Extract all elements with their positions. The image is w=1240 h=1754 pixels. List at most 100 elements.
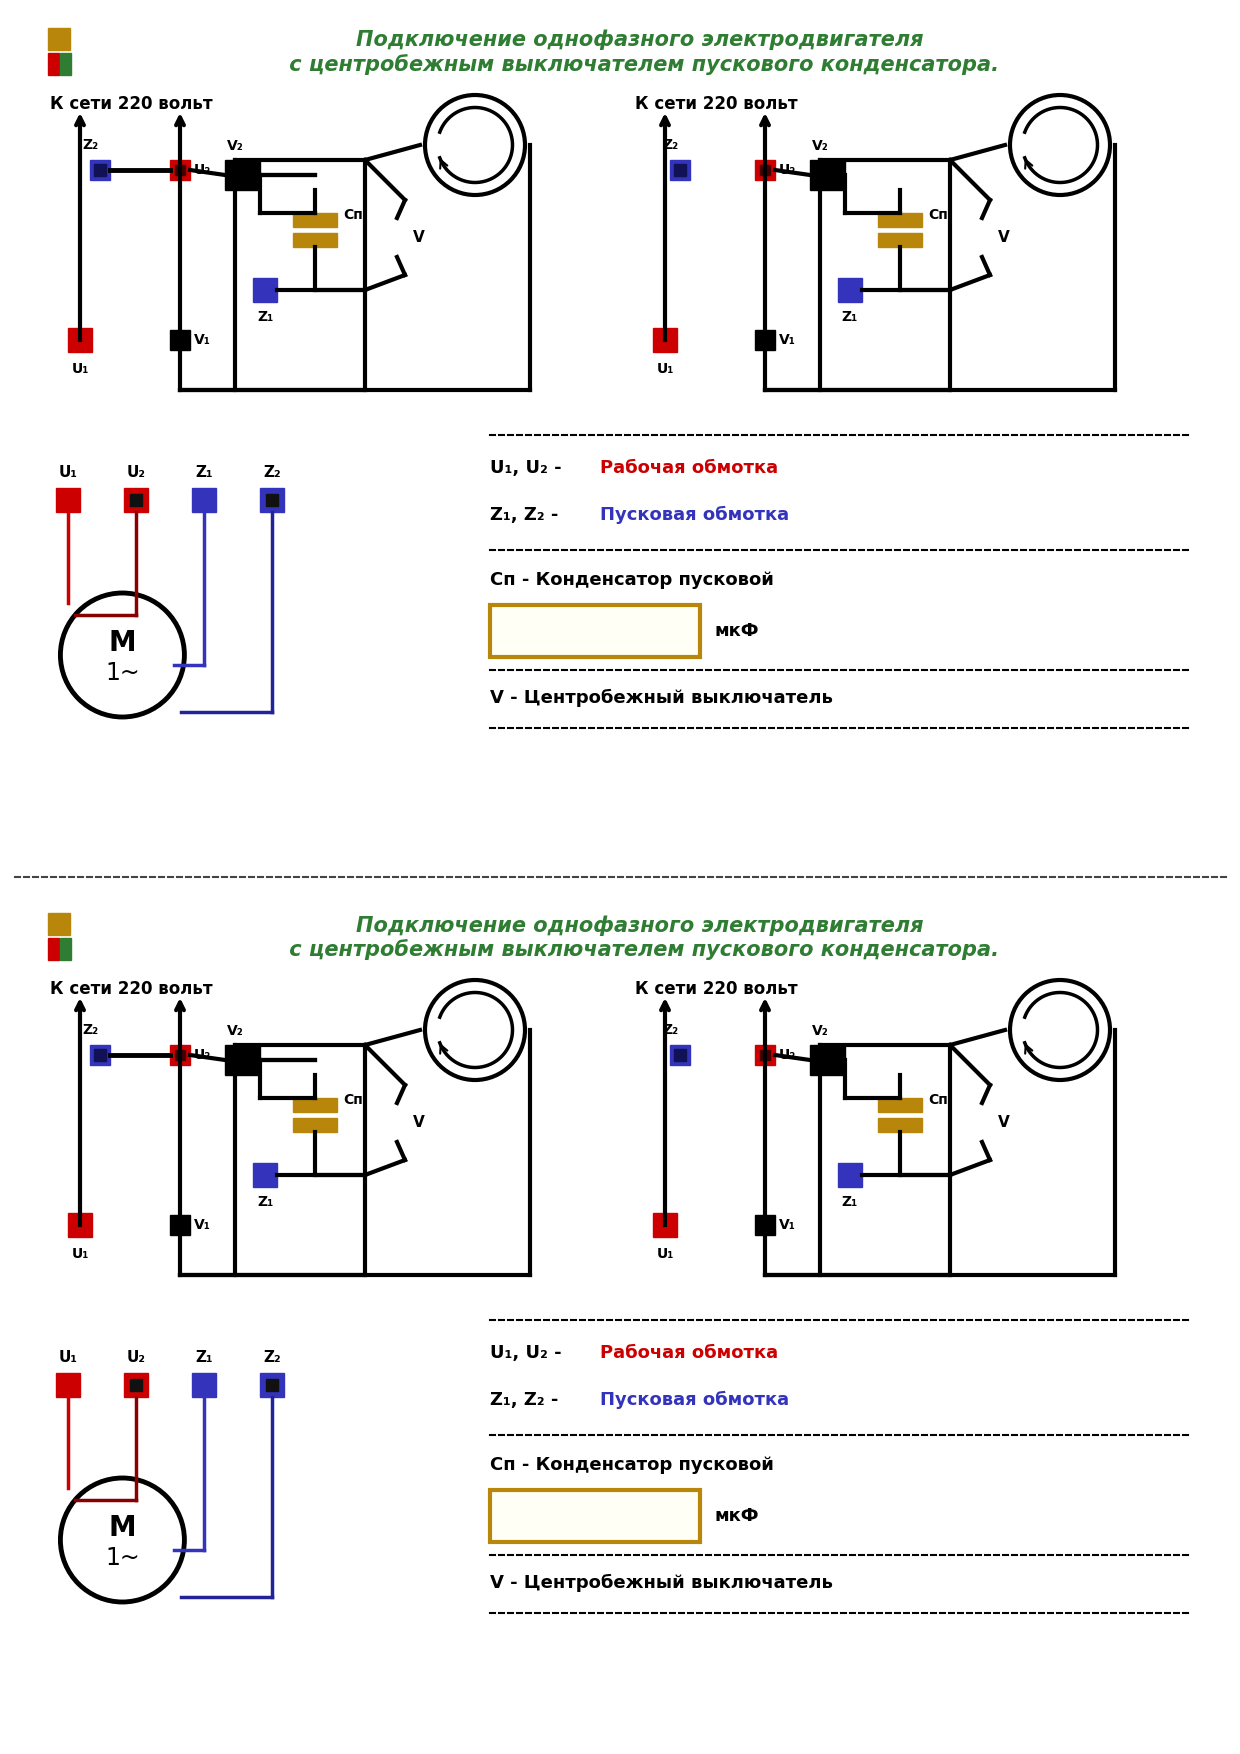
Bar	[56, 1373, 81, 1396]
Bar	[810, 1045, 844, 1075]
Bar	[48, 914, 69, 935]
Bar	[670, 160, 689, 181]
Bar	[48, 938, 60, 959]
Text: V₂: V₂	[227, 139, 244, 153]
Text: V₂: V₂	[227, 1024, 244, 1038]
Text: V: V	[998, 1116, 1009, 1130]
Text: U₁, U₂ -: U₁, U₂ -	[490, 460, 568, 477]
Bar	[653, 328, 677, 353]
Text: Z₁: Z₁	[195, 1351, 213, 1365]
Text: К сети 220 вольт: К сети 220 вольт	[635, 980, 797, 998]
Text: V₁: V₁	[193, 333, 211, 347]
Bar	[130, 495, 143, 505]
Bar	[175, 1051, 185, 1059]
Bar	[293, 1117, 337, 1131]
Bar	[124, 1373, 148, 1396]
Text: U₁: U₁	[656, 1247, 673, 1261]
Text: U₂: U₂	[193, 163, 211, 177]
Text: Z₁: Z₁	[257, 1194, 273, 1209]
Text: Сп - Конденсатор пусковой: Сп - Конденсатор пусковой	[490, 1456, 774, 1473]
Text: Z₁, Z₂ -: Z₁, Z₂ -	[490, 1391, 564, 1408]
Bar	[293, 212, 337, 226]
Text: К сети 220 вольт: К сети 220 вольт	[635, 95, 797, 112]
Bar	[760, 1051, 770, 1059]
Text: U₁: U₁	[656, 361, 673, 375]
Text: Z₂: Z₂	[82, 1023, 98, 1037]
Text: V₁: V₁	[779, 333, 796, 347]
Bar	[94, 165, 105, 175]
Text: Рабочая обмотка: Рабочая обмотка	[600, 1344, 779, 1363]
Bar	[675, 1049, 686, 1061]
Text: 1~: 1~	[105, 661, 140, 686]
Bar	[60, 53, 71, 75]
Text: U₁, U₂ -: U₁, U₂ -	[490, 1344, 568, 1363]
Bar	[755, 330, 775, 351]
Text: V₂: V₂	[812, 139, 828, 153]
Text: Z₂: Z₂	[82, 139, 98, 153]
Bar	[653, 1214, 677, 1237]
Text: Z₂: Z₂	[263, 465, 280, 481]
Bar	[810, 160, 844, 189]
Text: V - Центробежный выключатель: V - Центробежный выключатель	[490, 1573, 833, 1593]
Text: U₁: U₁	[58, 1351, 77, 1365]
Bar	[56, 488, 81, 512]
Bar	[878, 1117, 923, 1131]
Text: V: V	[413, 230, 425, 246]
Text: мкФ: мкФ	[715, 623, 759, 640]
Text: М: М	[109, 630, 136, 658]
Text: Подключение однофазного электродвигателя: Подключение однофазного электродвигателя	[356, 916, 924, 935]
Text: Пусковая обмотка: Пусковая обмотка	[600, 505, 789, 524]
Bar	[267, 1379, 278, 1391]
Text: U₂: U₂	[126, 465, 145, 481]
Text: Сп: Сп	[928, 209, 947, 223]
Bar	[170, 330, 190, 351]
Bar	[68, 1214, 92, 1237]
Bar	[48, 28, 69, 51]
Bar	[755, 160, 775, 181]
Text: U₂: U₂	[779, 1047, 796, 1061]
Text: мкФ: мкФ	[715, 1507, 759, 1524]
Text: Z₁: Z₁	[842, 310, 858, 324]
Text: U₂: U₂	[126, 1351, 145, 1365]
Text: U₁: U₁	[72, 361, 89, 375]
Bar	[760, 165, 770, 175]
Bar	[293, 233, 337, 247]
Text: К сети 220 вольт: К сети 220 вольт	[50, 95, 212, 112]
Bar	[260, 488, 284, 512]
Text: V: V	[413, 1116, 425, 1130]
Bar	[130, 1379, 143, 1391]
Bar	[878, 233, 923, 247]
Bar	[755, 1045, 775, 1065]
Text: Z₂: Z₂	[263, 1351, 280, 1365]
Bar	[192, 1373, 216, 1396]
Text: Z₁: Z₁	[842, 1194, 858, 1209]
Bar	[224, 1045, 260, 1075]
Text: V₂: V₂	[812, 1024, 828, 1038]
Text: U₂: U₂	[193, 1047, 211, 1061]
Bar	[68, 328, 92, 353]
Text: Z₂: Z₂	[662, 1023, 678, 1037]
Bar	[878, 1098, 923, 1112]
Bar	[838, 277, 862, 302]
Bar	[91, 1045, 110, 1065]
Bar	[60, 938, 71, 959]
Text: V - Центробежный выключатель: V - Центробежный выключатель	[490, 689, 833, 707]
Text: 1~: 1~	[105, 1545, 140, 1570]
Bar	[170, 160, 190, 181]
Text: Подключение однофазного электродвигателя: Подключение однофазного электродвигателя	[356, 30, 924, 51]
Bar	[224, 160, 260, 189]
Bar	[253, 277, 277, 302]
Text: Сп: Сп	[343, 209, 363, 223]
Text: Z₁: Z₁	[195, 465, 213, 481]
Text: М: М	[109, 1514, 136, 1542]
Text: Пусковая обмотка: Пусковая обмотка	[600, 1391, 789, 1408]
Text: U₂: U₂	[779, 163, 796, 177]
Text: U₁: U₁	[58, 465, 77, 481]
Text: Сп - Конденсатор пусковой: Сп - Конденсатор пусковой	[490, 572, 774, 589]
Bar	[192, 488, 216, 512]
Bar	[48, 53, 60, 75]
Text: Z₁, Z₂ -: Z₁, Z₂ -	[490, 505, 564, 524]
Text: Сп: Сп	[928, 1093, 947, 1107]
Text: U₁: U₁	[72, 1247, 89, 1261]
Text: с центробежным выключателем пускового конденсатора.: с центробежным выключателем пускового ко…	[281, 938, 998, 959]
